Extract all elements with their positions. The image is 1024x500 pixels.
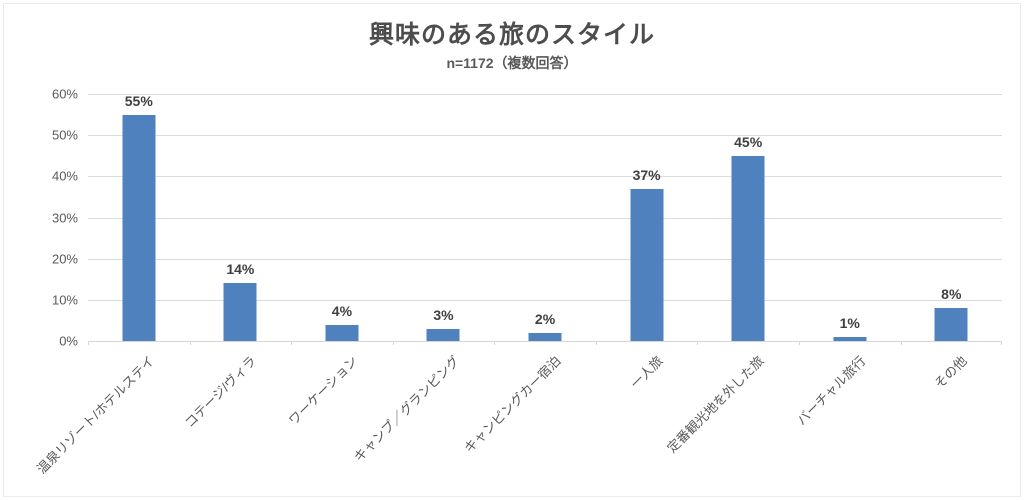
category-cell: 37% 一人旅: [595, 94, 698, 391]
category-cell: 2% キャンピングカー宿泊: [461, 94, 596, 456]
y-axis-tick-label: 10%: [51, 292, 78, 308]
bar: [833, 336, 867, 341]
bar: [528, 332, 562, 341]
chart-title: 興味のある旅のスタイル: [368, 21, 655, 49]
y-axis-tick-label: 0%: [59, 333, 78, 349]
bar-value-label: 2%: [534, 310, 556, 327]
category-cell: 4% ワーケーション: [286, 94, 393, 428]
y-axis-tick-label: 20%: [51, 251, 78, 267]
category-axis-label: ワーケーション: [285, 353, 361, 428]
bar-value-label: 8%: [941, 286, 962, 303]
category-cell: 14% コテージ/ヴィラ: [182, 94, 292, 430]
bar: [630, 188, 664, 341]
y-axis-tick-label: 60%: [51, 86, 78, 102]
category-cell: 1% バーチャル旅行: [794, 94, 901, 428]
gridline: [88, 258, 1002, 260]
bar-value-label: 37%: [632, 166, 661, 183]
bar-value-label: 55%: [124, 92, 153, 109]
bar: [223, 283, 257, 341]
bar: [934, 308, 968, 341]
bar: [122, 114, 156, 341]
category-cell: 55% 温泉リゾート/ホテルステイ: [34, 92, 190, 477]
gridline: [88, 94, 1002, 95]
category-cell: 3% キャンプ／グランピング: [351, 94, 495, 465]
bar-series: 55% 温泉リゾート/ホテルステイ 14% コテージ/ヴィラ 4% ワーケーション 3% キャ…: [34, 92, 1003, 477]
category-axis-label: 一人旅: [627, 353, 666, 392]
bar-value-label: 4%: [331, 302, 353, 319]
category-cell: 8% その他: [900, 94, 1003, 391]
category-axis-label: その他: [931, 353, 971, 392]
y-axis-tick-label: 40%: [51, 168, 78, 184]
category-axis-label: 温泉リゾート/ホテルステイ: [34, 353, 158, 477]
bar-value-label: 1%: [839, 314, 860, 331]
bar-value-label: 45%: [734, 133, 763, 150]
category-axis-label: バーチャル旅行: [793, 353, 869, 428]
gridline: [88, 217, 1002, 219]
category-axis-label: キャンプ／グランピング: [350, 353, 463, 465]
bar: [426, 328, 460, 341]
bar-value-label: 3%: [433, 306, 454, 323]
y-axis-tick-label: 50%: [51, 127, 78, 143]
bar-value-label: 14%: [226, 261, 255, 278]
bar: [731, 155, 765, 341]
category-cell: 45% 定番観光地を外した旅: [664, 94, 799, 456]
category-axis-label: 定番観光地を外した旅: [664, 353, 767, 456]
bar: [325, 324, 359, 341]
chart-subtitle: n=1172（複数回答）: [446, 55, 578, 71]
y-axis: 0% 10% 20% 30% 40% 50% 60%: [0, 87, 78, 349]
gridline: [88, 176, 1002, 178]
category-axis-label: コテージ/ヴィラ: [181, 353, 260, 431]
gridline: [88, 135, 1002, 137]
y-axis-tick-label: 30%: [51, 210, 78, 225]
category-axis-label: キャンピングカー宿泊: [461, 353, 564, 456]
plot-area: 55% 温泉リゾート/ホテルステイ 14% コテージ/ヴィラ 4% ワーケーション 3% キャ…: [34, 92, 1003, 477]
gridline: [88, 299, 1002, 301]
